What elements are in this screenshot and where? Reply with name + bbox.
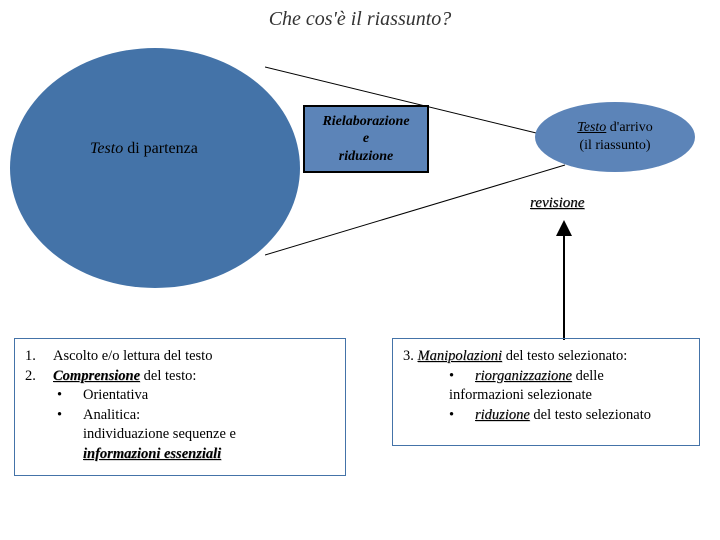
riorganizzazione-kw: riorganizzazione xyxy=(475,368,572,384)
item-1-text: Ascolto e/o lettura del testo xyxy=(53,347,212,367)
rework-l1: Rielaborazione xyxy=(322,114,409,129)
arrow-up-icon xyxy=(552,220,576,340)
page-title: Che cos'è il riassunto? xyxy=(0,8,720,31)
item-2-text: Comprensione del testo: xyxy=(53,367,196,387)
riduzione-kw: riduzione xyxy=(475,407,530,423)
source-text-ellipse xyxy=(10,48,300,288)
bullet-icon: • xyxy=(449,406,475,426)
revision-label: revisione xyxy=(530,195,584,212)
manipolazioni-kw: Manipolazioni xyxy=(418,348,503,364)
item-2-rest: del testo: xyxy=(140,368,196,384)
sub-item: • riorganizzazione delle xyxy=(403,367,689,387)
target-text-rest: d'arrivo xyxy=(606,120,652,135)
riduzione-block: riduzione del testo selezionato xyxy=(475,406,651,426)
bullet-icon: • xyxy=(57,406,83,465)
target-text-ellipse: Testo d'arrivo (il riassunto) xyxy=(535,102,695,172)
rework-l3: riduzione xyxy=(339,149,393,164)
target-text-sub: (il riassunto) xyxy=(579,138,650,153)
riorg-block: riorganizzazione delle xyxy=(475,367,604,387)
source-text-label: Testo di partenza xyxy=(90,140,198,158)
source-text-italic: Testo xyxy=(90,140,123,157)
info-essenziali-kw: informazioni essenziali xyxy=(83,446,221,462)
riorg-rest: delle xyxy=(572,368,604,384)
num-2: 2. xyxy=(25,367,53,387)
right-box: 3. Manipolazioni del testo selezionato: … xyxy=(392,338,700,446)
num-1: 1. xyxy=(25,347,53,367)
analitica-l1: Analitica: xyxy=(83,407,140,423)
riduzione-rest: del testo selezionato xyxy=(530,407,651,423)
comprensione-kw: Comprensione xyxy=(53,368,140,384)
num-3: 3. xyxy=(403,348,418,364)
item-3-rest: del testo selezionato: xyxy=(502,348,627,364)
target-text-italic: Testo xyxy=(577,120,606,135)
bullet-icon: • xyxy=(57,386,83,406)
analitica-block: Analitica: individuazione sequenze e inf… xyxy=(83,406,236,465)
rework-box: Rielaborazione e riduzione xyxy=(303,105,429,173)
sub-item: • Orientativa xyxy=(25,386,335,406)
item-3: 3. Manipolazioni del testo selezionato: xyxy=(403,347,689,367)
riorg-line2: informazioni selezionate xyxy=(403,386,689,406)
sub-item: • riduzione del testo selezionato xyxy=(403,406,689,426)
bullet-icon: • xyxy=(449,367,475,387)
rework-l2: e xyxy=(363,131,369,146)
sub-item: • Analitica: individuazione sequenze e i… xyxy=(25,406,335,465)
list-item: 2. Comprensione del testo: xyxy=(25,367,335,387)
analitica-l2: individuazione sequenze e xyxy=(83,426,236,442)
orientativa: Orientativa xyxy=(83,386,148,406)
left-box: 1. Ascolto e/o lettura del testo 2. Comp… xyxy=(14,338,346,476)
source-text-rest: di partenza xyxy=(123,140,198,157)
list-item: 1. Ascolto e/o lettura del testo xyxy=(25,347,335,367)
